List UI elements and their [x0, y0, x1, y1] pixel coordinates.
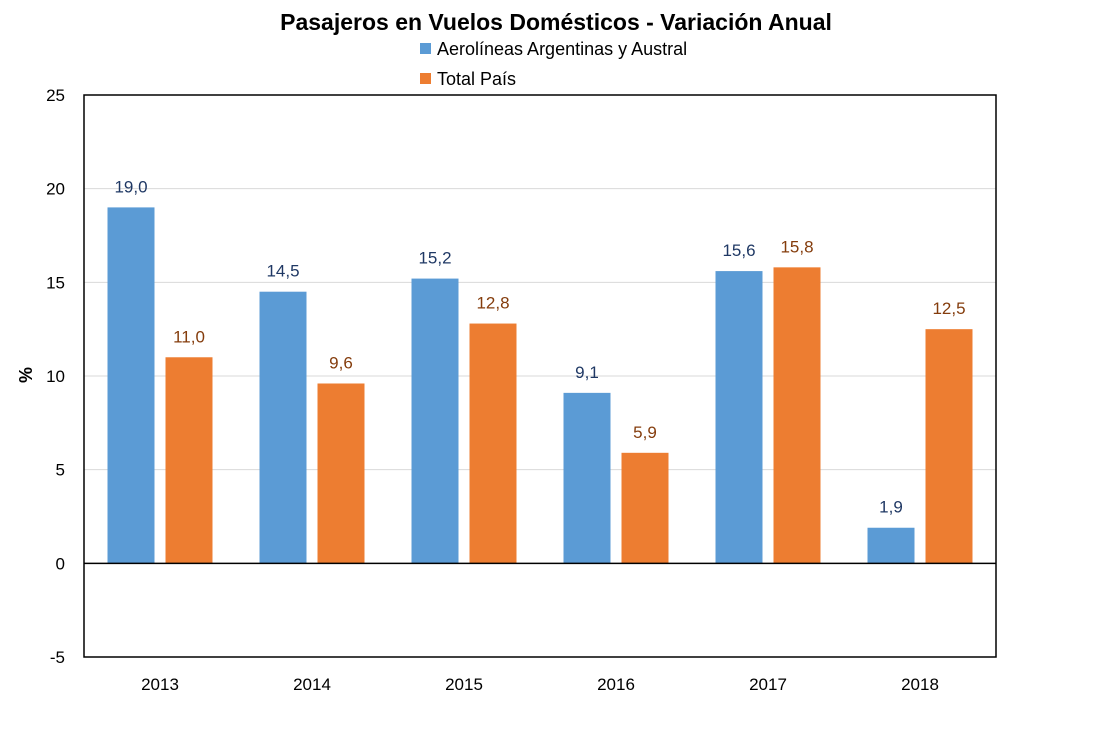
y-axis-label: %: [16, 367, 36, 383]
x-tick-label-2017: 2017: [749, 675, 787, 694]
bar-2014-series-1: [317, 383, 365, 564]
gridlines: [84, 188, 996, 471]
y-axis-ticks: -5 0 5 10 15 20 25: [46, 86, 65, 667]
data-label-2014-series-1: 9,6: [329, 353, 353, 372]
legend-item-1: Total País: [420, 69, 516, 89]
data-label-2013-series-0: 19,0: [114, 177, 147, 196]
x-tick-label-2016: 2016: [597, 675, 635, 694]
x-tick-label-2014: 2014: [293, 675, 331, 694]
data-label-2018-series-1: 12,5: [932, 299, 965, 318]
bar-2016-series-0: [563, 392, 611, 564]
bar-2014-series-0: [259, 291, 307, 564]
legend-swatch-1: [420, 73, 431, 84]
legend-swatch-0: [420, 43, 431, 54]
x-tick-label-2015: 2015: [445, 675, 483, 694]
data-label-2017-series-1: 15,8: [780, 237, 813, 256]
data-label-2016-series-1: 5,9: [633, 423, 657, 442]
bar-2017-series-1: [773, 267, 821, 564]
bar-2018-series-0: [867, 527, 915, 564]
legend-item-0: Aerolíneas Argentinas y Austral: [420, 39, 687, 59]
data-label-2018-series-0: 1,9: [879, 498, 903, 517]
x-axis-ticks: 2013 2014 2015 2016 2017 2018: [141, 675, 939, 694]
data-label-2015-series-1: 12,8: [476, 294, 509, 313]
bar-2013-series-1: [165, 357, 213, 564]
y-tick-label-10: 10: [46, 367, 65, 386]
x-tick-label-2013: 2013: [141, 675, 179, 694]
bar-2016-series-1: [621, 452, 669, 564]
y-tick-label--5: -5: [50, 648, 65, 667]
x-tick-label-2018: 2018: [901, 675, 939, 694]
bar-2018-series-1: [925, 329, 973, 564]
data-labels: 19,0 11,0 14,5 9,6 15,2 12,8 9,1 5,9 15,6 15,8 1,9…: [114, 177, 965, 516]
bars: [107, 207, 973, 564]
chart-title: Pasajeros en Vuelos Domésticos - Variaci…: [280, 9, 832, 35]
bar-2015-series-1: [469, 323, 517, 564]
bar-2015-series-0: [411, 278, 459, 564]
y-tick-label-5: 5: [56, 461, 65, 480]
plot-area-frame: [83, 94, 997, 658]
y-tick-label-15: 15: [46, 273, 65, 292]
y-tick-label-0: 0: [56, 554, 65, 573]
data-label-2014-series-0: 14,5: [266, 262, 299, 281]
bar-2017-series-0: [715, 271, 763, 564]
y-tick-label-20: 20: [46, 180, 65, 199]
data-label-2016-series-0: 9,1: [575, 363, 599, 382]
legend: Aerolíneas Argentinas y Austral Total Pa…: [420, 39, 687, 89]
data-label-2013-series-1: 11,0: [173, 327, 205, 346]
legend-label-1: Total País: [437, 69, 516, 89]
data-label-2017-series-0: 15,6: [722, 241, 755, 260]
legend-label-0: Aerolíneas Argentinas y Austral: [437, 39, 687, 59]
data-label-2015-series-0: 15,2: [418, 249, 451, 268]
bar-2013-series-0: [107, 207, 155, 564]
y-tick-label-25: 25: [46, 86, 65, 105]
